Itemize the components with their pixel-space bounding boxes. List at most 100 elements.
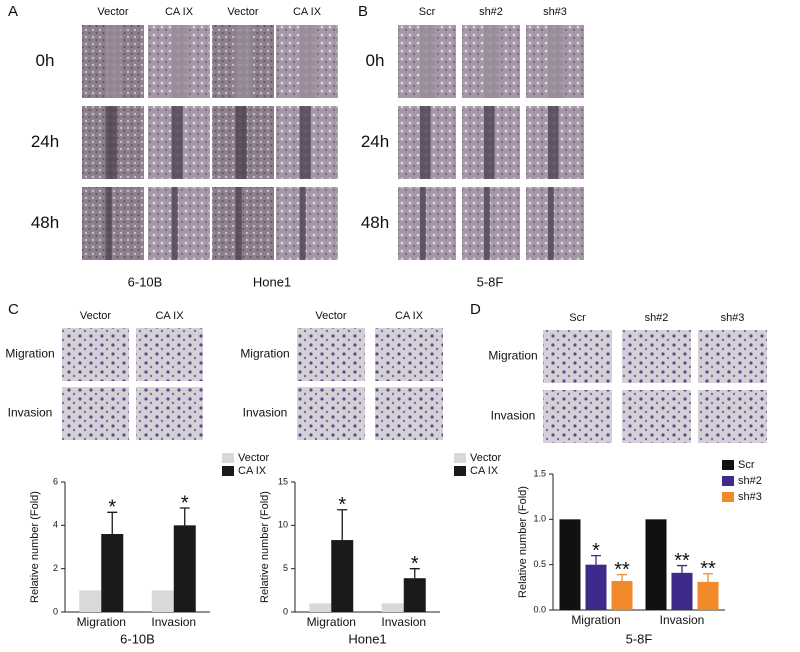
micrograph xyxy=(82,187,144,260)
column-header: CA IX xyxy=(395,310,424,322)
wound-gap xyxy=(299,25,316,98)
micrograph xyxy=(622,330,691,383)
wound-gap xyxy=(484,25,500,98)
column-header: Scr xyxy=(569,312,586,324)
micrograph xyxy=(136,328,203,381)
bar xyxy=(79,590,102,612)
error-bar xyxy=(591,554,601,565)
row-label: Invasion xyxy=(243,406,288,420)
significance-marker: * xyxy=(181,492,189,514)
legend-swatch xyxy=(222,466,234,476)
legend-swatch xyxy=(722,460,734,470)
significance-marker: * xyxy=(338,494,346,516)
wound-gap xyxy=(235,187,242,260)
bar xyxy=(309,603,332,612)
error-bar xyxy=(337,509,348,541)
legend-label: Scr xyxy=(738,459,755,471)
column-header: CA IX xyxy=(165,6,194,18)
y-axis-label: Relative number (Fold) xyxy=(29,491,41,603)
bar xyxy=(671,572,693,610)
panel-label: A xyxy=(8,3,18,20)
y-axis-label: Relative number (Fold) xyxy=(517,486,529,598)
wound-gap xyxy=(105,25,122,98)
micrograph xyxy=(297,328,365,381)
wound-gap xyxy=(548,187,554,260)
micrograph xyxy=(62,328,129,381)
micrograph xyxy=(297,387,365,440)
row-label: Migration xyxy=(488,349,537,363)
micrograph xyxy=(543,390,612,443)
panel-label: C xyxy=(8,301,19,318)
bar xyxy=(585,564,607,610)
micrograph xyxy=(148,187,210,260)
micrograph xyxy=(543,330,612,383)
column-header: Vector xyxy=(97,6,129,18)
row-label: 0h xyxy=(366,51,385,70)
micrograph xyxy=(698,330,767,383)
wound-gap xyxy=(235,25,252,98)
bar xyxy=(611,580,633,610)
row-label: 24h xyxy=(31,132,59,151)
bar xyxy=(559,519,581,610)
row-label: Migration xyxy=(5,347,54,361)
bar xyxy=(645,519,667,610)
bar xyxy=(173,525,196,612)
legend-label: CA IX xyxy=(238,465,267,477)
x-axis-title: 6-10B xyxy=(120,631,155,646)
legend-label: CA IX xyxy=(470,465,499,477)
legend-label: sh#3 xyxy=(738,491,762,503)
x-tick-label: Migration xyxy=(77,615,126,629)
error-bar xyxy=(179,507,190,526)
y-tick-label: 4 xyxy=(53,520,58,530)
y-tick-label: 6 xyxy=(53,476,58,486)
column-header: sh#2 xyxy=(479,6,503,18)
wound-gap xyxy=(105,187,112,260)
bar xyxy=(331,540,354,612)
column-header: Scr xyxy=(419,6,436,18)
y-tick-label: 0 xyxy=(283,606,288,616)
legend-swatch xyxy=(454,466,466,476)
row-label: 0h xyxy=(36,51,55,70)
bar xyxy=(697,581,719,610)
wound-gap xyxy=(171,106,183,179)
legend-label: sh#2 xyxy=(738,475,762,487)
legend-swatch xyxy=(722,476,734,486)
wound-gap xyxy=(420,187,426,260)
wound-gap xyxy=(420,106,431,179)
wound-gap xyxy=(299,187,306,260)
micrograph xyxy=(212,187,274,260)
group-label: 5-8F xyxy=(477,274,504,289)
row-label: 48h xyxy=(361,213,389,232)
x-tick-label: Migration xyxy=(571,613,620,627)
x-axis-title: Hone1 xyxy=(348,631,386,646)
x-tick-label: Invasion xyxy=(660,613,705,627)
y-tick-label: 0 xyxy=(53,606,58,616)
micrograph xyxy=(622,390,691,443)
y-axis-label: Relative number (Fold) xyxy=(259,491,271,603)
wound-gap xyxy=(171,187,178,260)
x-axis-title: 5-8F xyxy=(626,631,653,646)
significance-marker: ** xyxy=(700,558,716,580)
micrograph xyxy=(698,390,767,443)
significance-marker: ** xyxy=(674,550,690,572)
column-header: sh#3 xyxy=(721,312,745,324)
wound-gap xyxy=(105,106,117,179)
y-tick-label: 0.0 xyxy=(533,604,546,614)
y-tick-label: 1.0 xyxy=(533,514,546,524)
micrograph xyxy=(462,187,520,260)
row-label: Invasion xyxy=(491,409,536,423)
legend-swatch xyxy=(454,453,466,463)
y-tick-label: 15 xyxy=(278,476,288,486)
micrograph xyxy=(526,187,584,260)
column-header: Vector xyxy=(227,6,259,18)
column-header: CA IX xyxy=(293,6,322,18)
bar xyxy=(381,603,404,612)
y-tick-label: 5 xyxy=(283,563,288,573)
x-tick-label: Invasion xyxy=(381,615,426,629)
micrograph xyxy=(398,187,456,260)
wound-gap xyxy=(484,106,495,179)
legend-swatch xyxy=(722,492,734,502)
y-tick-label: 0.5 xyxy=(533,559,546,569)
error-bar xyxy=(703,573,713,582)
significance-marker: * xyxy=(108,497,116,519)
